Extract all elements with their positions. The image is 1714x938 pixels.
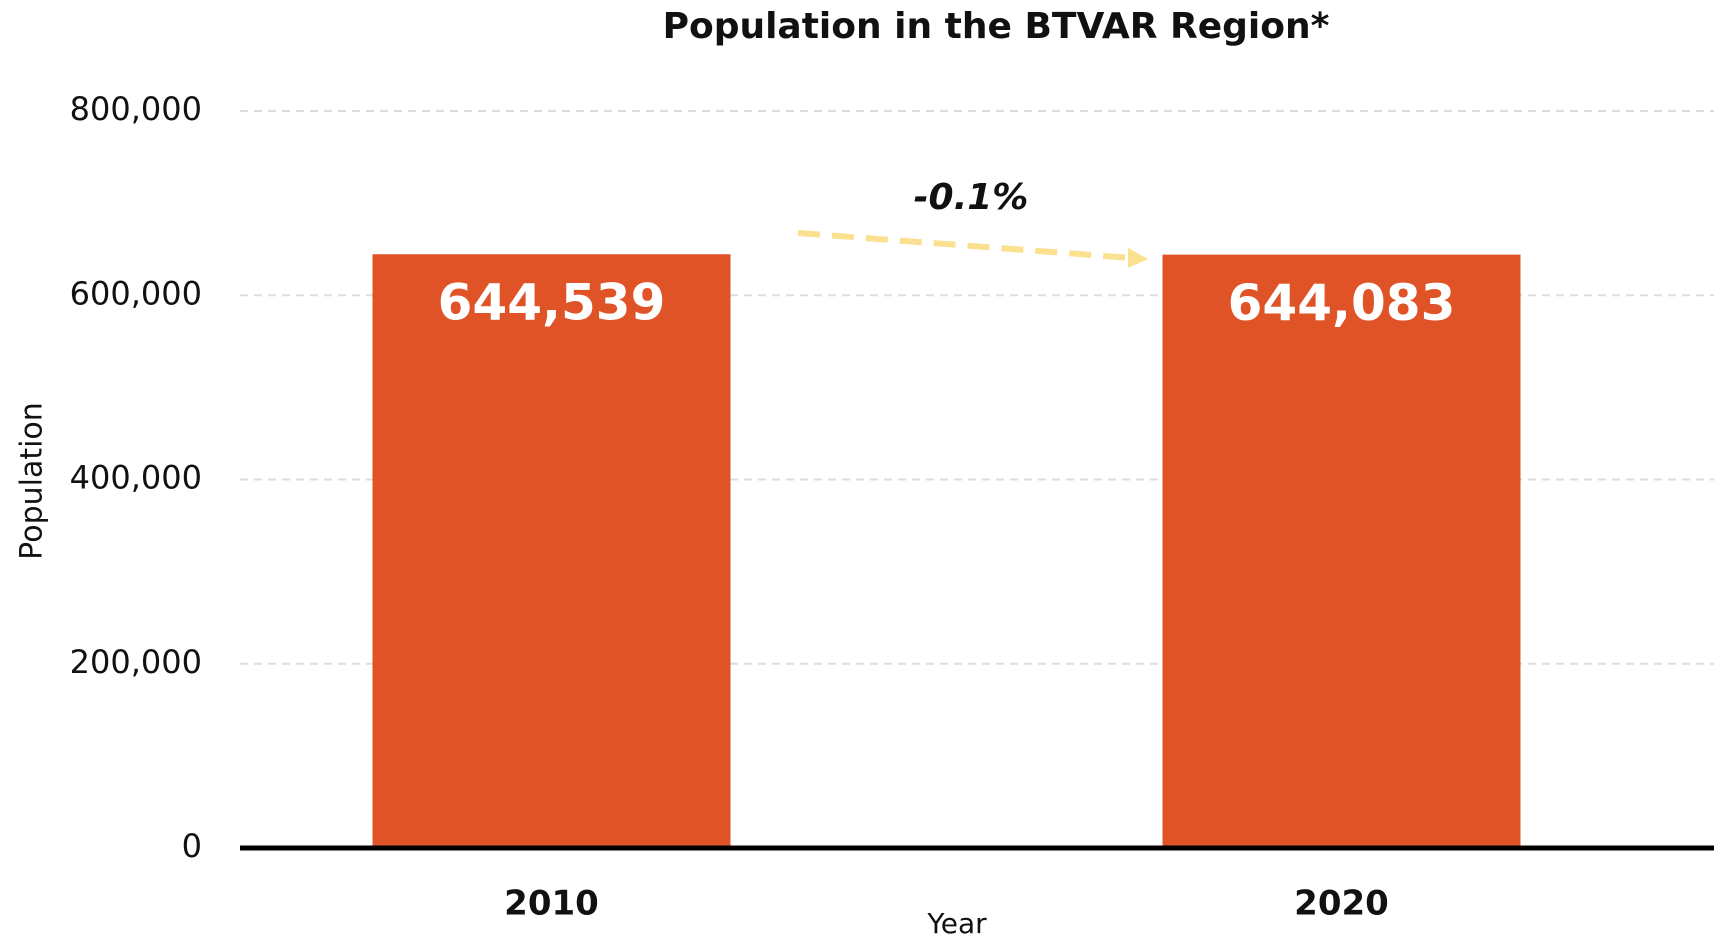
- annotation: -0.1%: [914, 177, 1029, 218]
- x-tick-label: 2020: [1294, 884, 1389, 924]
- y-tick-label: 600,000: [70, 274, 202, 312]
- value-label: 644,083: [1228, 274, 1456, 332]
- bar: [372, 254, 731, 848]
- y-axis-label: Population: [15, 402, 50, 560]
- y-tick-label: 0: [182, 827, 202, 865]
- y-tick-label: 800,000: [70, 90, 202, 128]
- chart-title: Population in the BTVAR Region*: [663, 6, 1330, 47]
- value-label: 644,539: [438, 274, 666, 332]
- x-tick-label: 2010: [504, 884, 599, 924]
- arrow-head: [1128, 248, 1148, 268]
- bar: [1162, 254, 1521, 848]
- x-axis-label: Year: [926, 907, 987, 938]
- y-tick-label: 200,000: [70, 643, 202, 681]
- y-tick-label: 400,000: [70, 459, 202, 497]
- change-arrow: [797, 230, 1133, 261]
